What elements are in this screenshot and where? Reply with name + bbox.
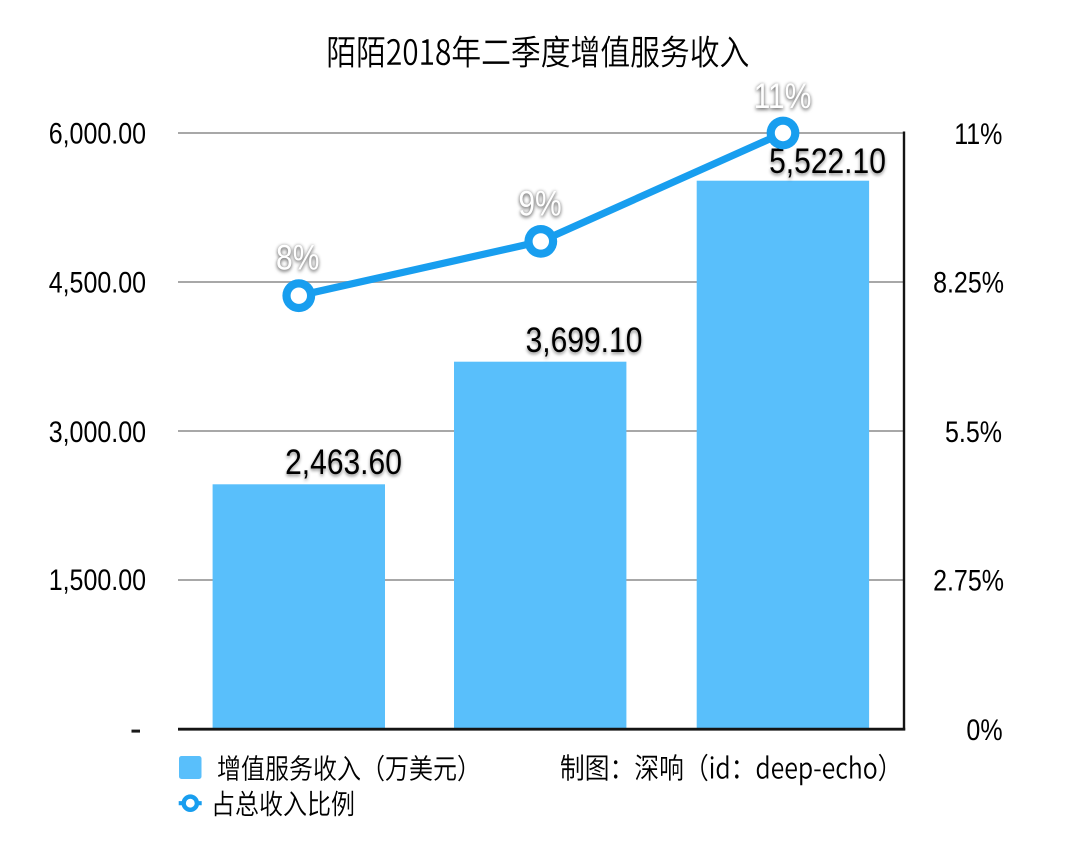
svg-text:2,463.60: 2,463.60 xyxy=(285,442,402,482)
svg-text:2.75%: 2.75% xyxy=(933,564,1004,597)
svg-text:11%: 11% xyxy=(754,76,812,116)
svg-text:6,000.00: 6,000.00 xyxy=(49,116,146,149)
svg-text:0%: 0% xyxy=(966,713,1002,746)
svg-text:5.5%: 5.5% xyxy=(945,415,1002,448)
svg-text:3,699.10: 3,699.10 xyxy=(526,320,643,360)
svg-text:8.25%: 8.25% xyxy=(933,266,1004,299)
svg-text:3,000.00: 3,000.00 xyxy=(49,415,146,448)
svg-text:1,500.00: 1,500.00 xyxy=(49,563,146,596)
svg-text:11%: 11% xyxy=(954,117,1002,150)
svg-text:8%: 8% xyxy=(276,237,319,277)
svg-text:4,500.00: 4,500.00 xyxy=(49,266,146,299)
svg-text:9%: 9% xyxy=(518,183,561,223)
